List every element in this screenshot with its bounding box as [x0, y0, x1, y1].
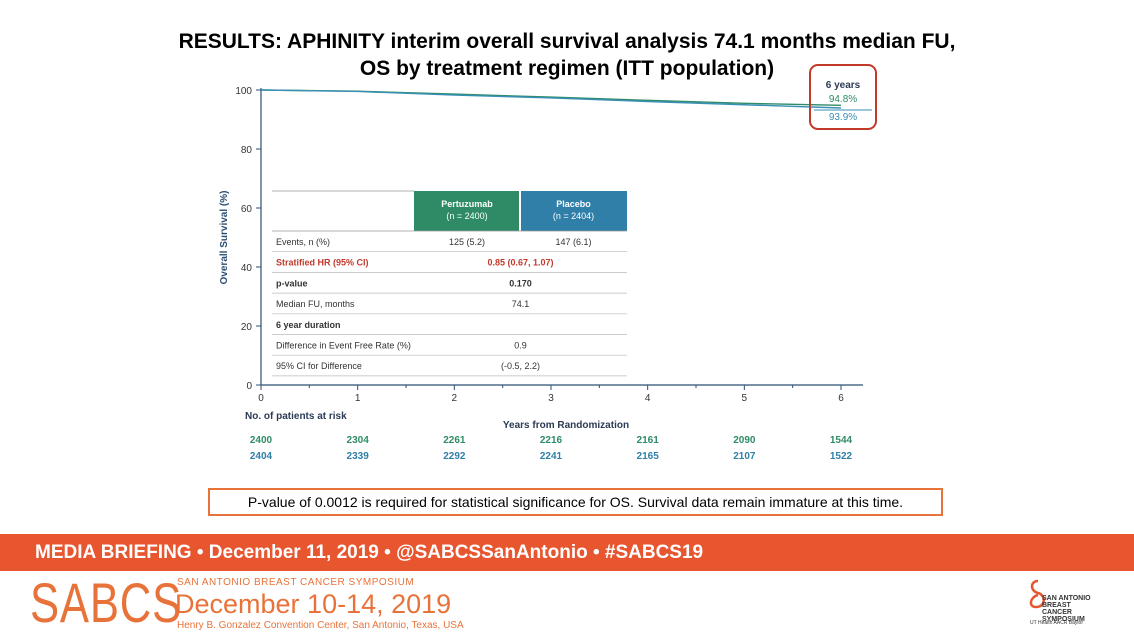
table-header-pertuzumab: Pertuzumab: [441, 199, 493, 209]
slide-title-line1: RESULTS: APHINITY interim overall surviv…: [178, 30, 956, 53]
table-cell-merged: 74.1: [512, 299, 530, 309]
table-cell-merged: 0.85 (0.67, 1.07): [487, 258, 553, 268]
table-cell-merged: 0.170: [509, 278, 532, 288]
risk-placebo-value: 1522: [830, 451, 853, 462]
table-row-label: Median FU, months: [276, 299, 355, 309]
table-cell-merged: 0.9: [514, 341, 527, 351]
x-tick-label: 3: [548, 393, 554, 404]
risk-pertuzumab-value: 2261: [443, 435, 466, 446]
risk-pertuzumab-value: 2400: [250, 435, 273, 446]
y-tick-label: 80: [241, 145, 253, 156]
table-cell-merged: (-0.5, 2.2): [501, 361, 540, 371]
risk-pertuzumab-value: 2090: [733, 435, 756, 446]
x-tick-label: 2: [452, 393, 458, 404]
table-header-placebo-bg: [521, 191, 627, 231]
risk-pertuzumab-value: 2304: [347, 435, 370, 446]
risk-placebo-value: 2292: [443, 451, 466, 462]
y-axis-label: Overall Survival (%): [219, 191, 230, 285]
table-row-label: Events, n (%): [276, 237, 330, 247]
y-tick-label: 40: [241, 263, 253, 274]
x-tick-label: 1: [355, 393, 361, 404]
right-logo-text: SAN ANTONIO BREAST CANCER SYMPOSIUM: [1042, 595, 1091, 623]
x-axis-label: Years from Randomization: [503, 420, 629, 431]
table-row-label: 6 year duration: [276, 320, 341, 330]
x-tick-label: 5: [742, 393, 748, 404]
table-header-pertuzumab-bg: [414, 191, 519, 231]
y-tick-label: 20: [241, 322, 253, 333]
media-briefing-banner: MEDIA BRIEFING • December 11, 2019 • @SA…: [0, 534, 1134, 571]
table-header-n-placebo: (n = 2404): [553, 211, 594, 221]
x-tick-label: 6: [838, 393, 844, 404]
table-header-n-pertuzumab: (n = 2400): [446, 211, 487, 221]
risk-pertuzumab-value: 2161: [637, 435, 660, 446]
symposium-name: SAN ANTONIO BREAST CANCER SYMPOSIUM: [177, 577, 415, 588]
callout-placebo-value: 93.9%: [829, 112, 857, 123]
survival-chart: 0 20 40 60 80 100 0 1 2 3 4 5 6 Overall Survival (%) Y…: [219, 64, 877, 462]
series-line-placebo: [260, 89, 842, 109]
symposium-venue: Henry B. Gonzalez Convention Center, San…: [177, 620, 464, 631]
risk-pertuzumab-value: 2216: [540, 435, 563, 446]
ribbon-icon: [1029, 579, 1045, 609]
table-cell-pertuzumab: 125 (5.2): [449, 237, 485, 247]
table-row-label: Stratified HR (95% CI): [276, 258, 369, 268]
significance-note: P-value of 0.0012 is required for statis…: [208, 488, 943, 516]
slide-title-line2: OS by treatment regimen (ITT population): [359, 57, 775, 80]
symposium-dates: December 10-14, 2019: [175, 589, 452, 619]
sabcs-ribbon-logo: [1029, 579, 1045, 609]
table-header-placebo: Placebo: [556, 199, 591, 209]
six-year-callout-box: [809, 64, 877, 130]
table-cell-placebo: 147 (6.1): [555, 237, 591, 247]
right-logo-partners: UT Health AACR Baylor: [1030, 620, 1083, 626]
risk-placebo-value: 2165: [637, 451, 660, 462]
y-tick-label: 0: [246, 381, 252, 392]
risk-placebo-value: 2339: [347, 451, 370, 462]
y-tick-label: 60: [241, 204, 253, 215]
table-row-label: 95% CI for Difference: [276, 361, 362, 371]
risk-table-label: No. of patients at risk: [245, 411, 347, 422]
y-tick-label: 100: [235, 86, 252, 97]
risk-pertuzumab-value: 1544: [830, 435, 853, 446]
risk-placebo-value: 2241: [540, 451, 563, 462]
callout-label: 6 years: [826, 80, 861, 91]
table-row-label: Difference in Event Free Rate (%): [276, 341, 411, 351]
x-tick-label: 0: [258, 393, 264, 404]
risk-placebo-value: 2107: [733, 451, 756, 462]
table-row-label: p-value: [276, 278, 308, 288]
sabcs-logo: SABCS: [30, 571, 182, 634]
callout-pertuzumab-value: 94.8%: [829, 94, 857, 105]
risk-placebo-value: 2404: [250, 451, 273, 462]
x-tick-label: 4: [645, 393, 651, 404]
